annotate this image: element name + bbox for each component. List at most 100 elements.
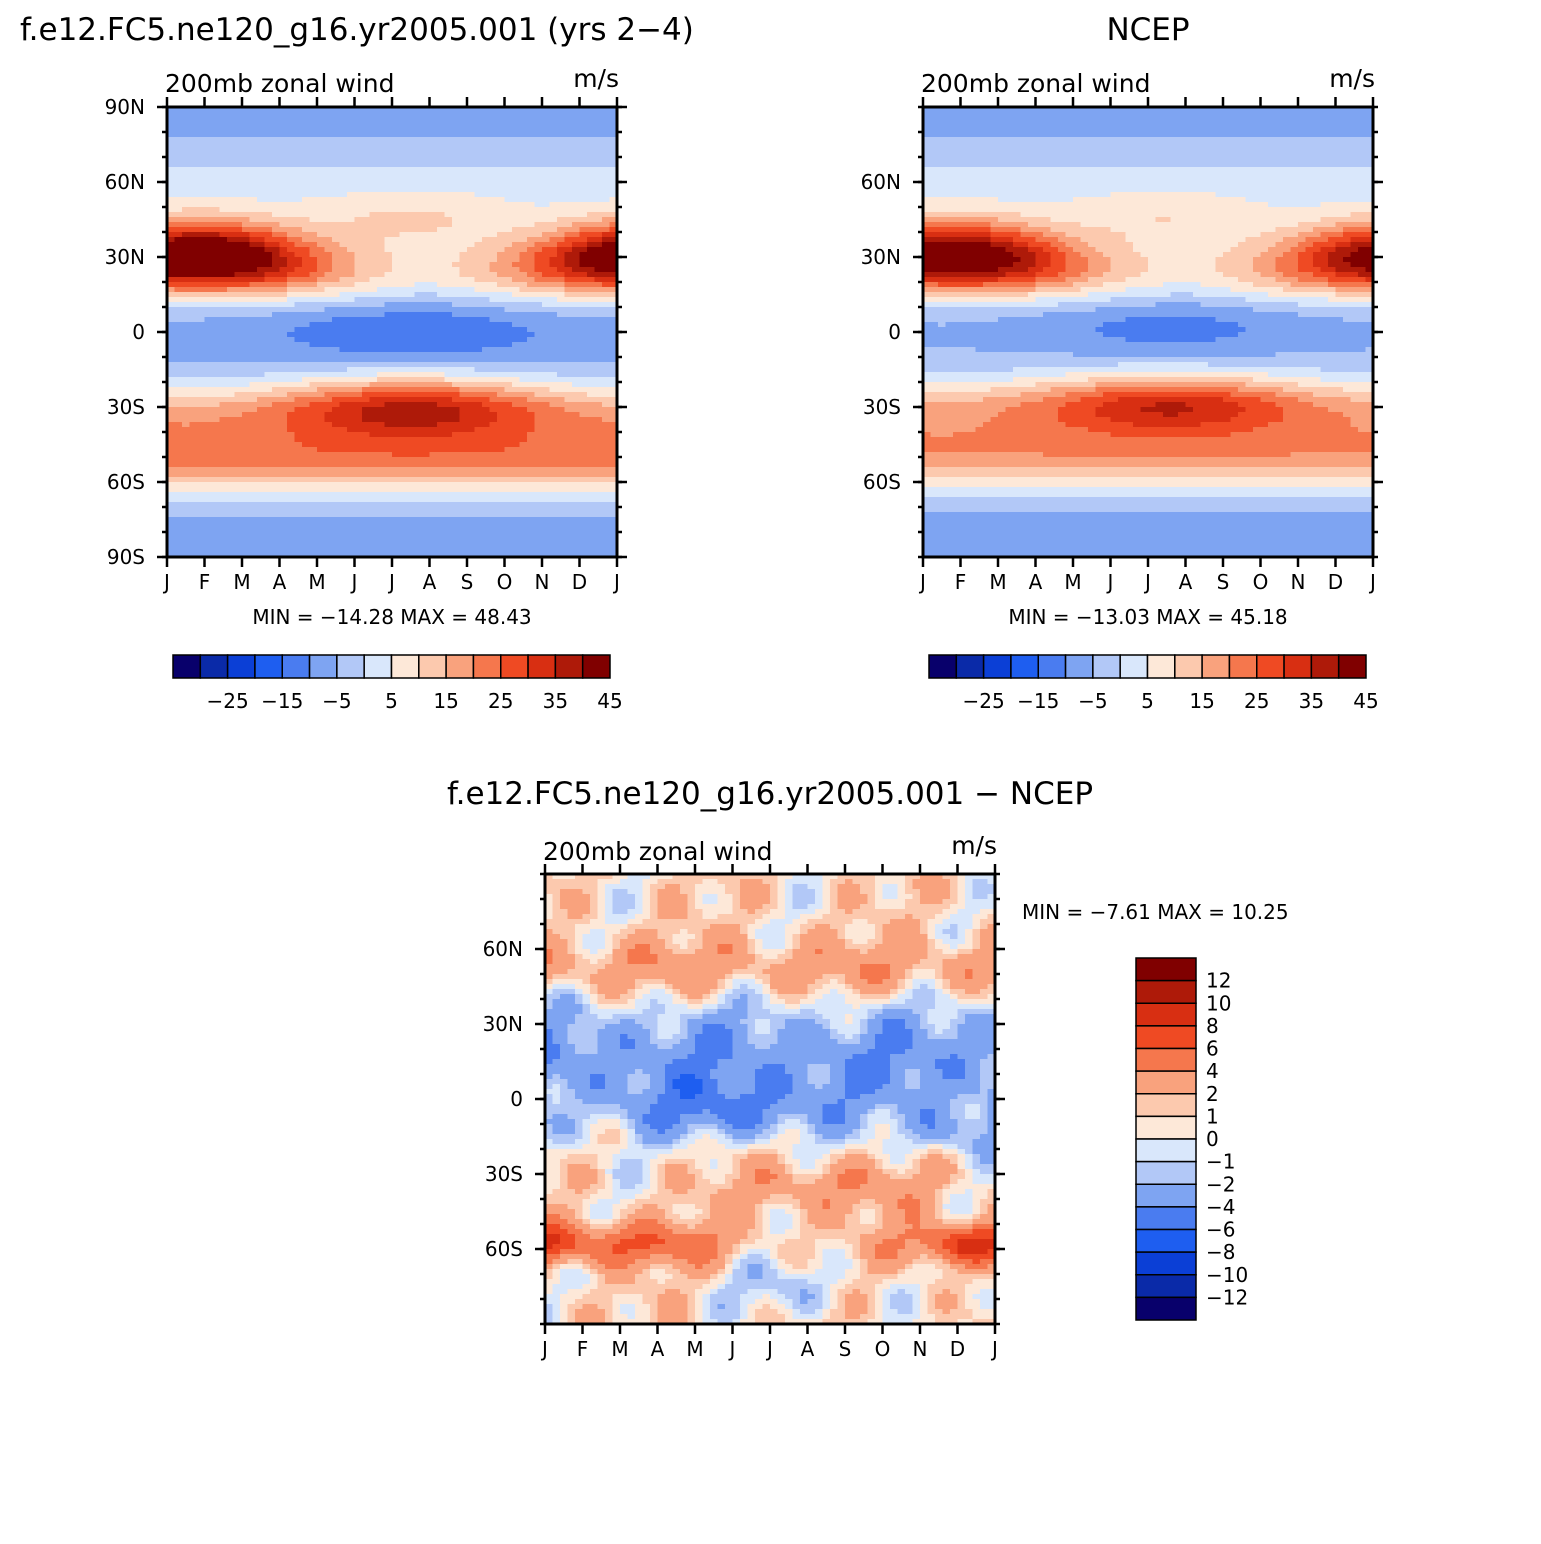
colorbar-label: 15	[1189, 689, 1214, 713]
colorbar-box	[472, 654, 502, 679]
colorbar-label: −1	[1206, 1150, 1235, 1174]
panel-ncep-minmax: MIN = −13.03 MAX = 45.18	[1008, 605, 1287, 629]
colorbar-label: 6	[1206, 1037, 1219, 1061]
x-tick-label: A	[801, 1337, 815, 1361]
colorbar-box	[581, 654, 611, 679]
colorbar-box	[1119, 654, 1149, 679]
colorbar-box	[500, 654, 529, 679]
colorbar-box	[254, 654, 283, 679]
y-tick-label: 90S	[107, 545, 145, 569]
x-tick-label: A	[273, 570, 287, 594]
y-tick-label: 60S	[863, 470, 901, 494]
x-tick-label: M	[233, 570, 250, 594]
colorbar-box	[1174, 654, 1203, 679]
y-tick-label: 0	[888, 320, 901, 344]
colorbar-box	[226, 654, 256, 679]
x-tick-label: J	[350, 570, 358, 594]
panel-diff-title: f.e12.FC5.ne120_g16.yr2005.001 − NCEP	[447, 776, 1093, 812]
colorbar-box	[1135, 1274, 1197, 1299]
colorbar-box	[1135, 979, 1197, 1004]
colorbar-label: 25	[488, 689, 513, 713]
panel-model-left-string: 200mb zonal wind	[165, 69, 394, 98]
x-tick-label: D	[572, 570, 587, 594]
panel-model-units: m/s	[573, 64, 619, 93]
colorbar-label: −15	[261, 689, 303, 713]
colorbar-label: 15	[433, 689, 458, 713]
colorbar-label: 35	[1299, 689, 1324, 713]
colorbar-label: 5	[1141, 689, 1154, 713]
colorbar-label: −25	[963, 689, 1005, 713]
panel-model-colorbar: −25 −15 −5 5 15 25 35 45	[172, 654, 623, 713]
colorbar-box	[199, 654, 229, 679]
x-tick-label: O	[875, 1337, 891, 1361]
x-tick-label: J	[1143, 570, 1151, 594]
x-tick-label: O	[1253, 570, 1269, 594]
colorbar-box	[1135, 1228, 1197, 1253]
x-tick-label: J	[918, 570, 926, 594]
panel-model-title: f.e12.FC5.ne120_g16.yr2005.001 (yrs 2−4)	[20, 12, 694, 48]
panel-model-field	[167, 107, 617, 557]
x-tick-label: J	[990, 1337, 998, 1361]
panel-ncep-field	[923, 107, 1373, 557]
y-tick-label: 30S	[485, 1162, 523, 1186]
x-tick-label: J	[612, 570, 620, 594]
colorbar-box	[1135, 957, 1197, 982]
x-tick-label: J	[1106, 570, 1114, 594]
panel-ncep-left-string: 200mb zonal wind	[921, 69, 1150, 98]
colorbar-box	[1146, 654, 1176, 679]
x-tick-label: J	[387, 570, 395, 594]
colorbar-label: −5	[322, 689, 351, 713]
x-tick-label: M	[686, 1337, 703, 1361]
x-tick-label: F	[577, 1337, 589, 1361]
colorbar-box	[1256, 654, 1285, 679]
colorbar-box	[928, 654, 958, 679]
colorbar-label: −25	[207, 689, 249, 713]
colorbar-box	[1135, 1296, 1197, 1321]
colorbar-label: 4	[1206, 1059, 1219, 1083]
colorbar-box	[1135, 1025, 1197, 1050]
y-tick-label: 90N	[105, 95, 145, 119]
colorbar-box	[1037, 654, 1067, 679]
panel-ncep-title: NCEP	[1106, 12, 1189, 48]
y-tick-label: 30N	[483, 1012, 523, 1036]
x-tick-label: O	[497, 570, 513, 594]
colorbar-label: 1	[1206, 1104, 1219, 1128]
colorbar-label: 8	[1206, 1014, 1219, 1038]
x-tick-label: N	[913, 1337, 928, 1361]
x-tick-label: F	[955, 570, 967, 594]
colorbar-label: −12	[1206, 1285, 1248, 1309]
y-tick-label: 60N	[105, 170, 145, 194]
y-tick-label: 30N	[861, 245, 901, 269]
x-tick-label: F	[199, 570, 211, 594]
colorbar-label: −4	[1206, 1195, 1235, 1219]
colorbar-box	[1135, 1138, 1197, 1163]
colorbar-box	[1283, 654, 1313, 679]
x-tick-label: D	[950, 1337, 965, 1361]
y-tick-label: 30N	[105, 245, 145, 269]
panel-ncep-units: m/s	[1329, 64, 1375, 93]
colorbar-box	[1135, 1183, 1197, 1208]
x-tick-label: M	[611, 1337, 628, 1361]
colorbar-box	[1010, 654, 1039, 679]
panel-model: f.e12.FC5.ne120_g16.yr2005.001 (yrs 2−4)…	[20, 12, 694, 713]
colorbar-box	[955, 654, 985, 679]
colorbar-box	[1135, 1047, 1197, 1072]
panel-ncep-colorbar: −25 −15 −5 5 15 25 35 45	[928, 654, 1379, 713]
panel-diff-minmax: MIN = −7.61 MAX = 10.25	[1022, 900, 1289, 924]
y-tick-label: 60N	[483, 937, 523, 961]
colorbar-label: 45	[597, 689, 622, 713]
y-tick-label: 60N	[861, 170, 901, 194]
colorbar-label: 2	[1206, 1082, 1219, 1106]
colorbar-box	[281, 654, 311, 679]
x-tick-label: J	[1368, 570, 1376, 594]
x-tick-label: N	[1291, 570, 1306, 594]
x-tick-label: M	[308, 570, 325, 594]
colorbar-box	[527, 654, 557, 679]
x-tick-label: N	[535, 570, 550, 594]
colorbar-box	[982, 654, 1012, 679]
colorbar-box	[554, 654, 584, 679]
colorbar-box	[172, 654, 202, 679]
